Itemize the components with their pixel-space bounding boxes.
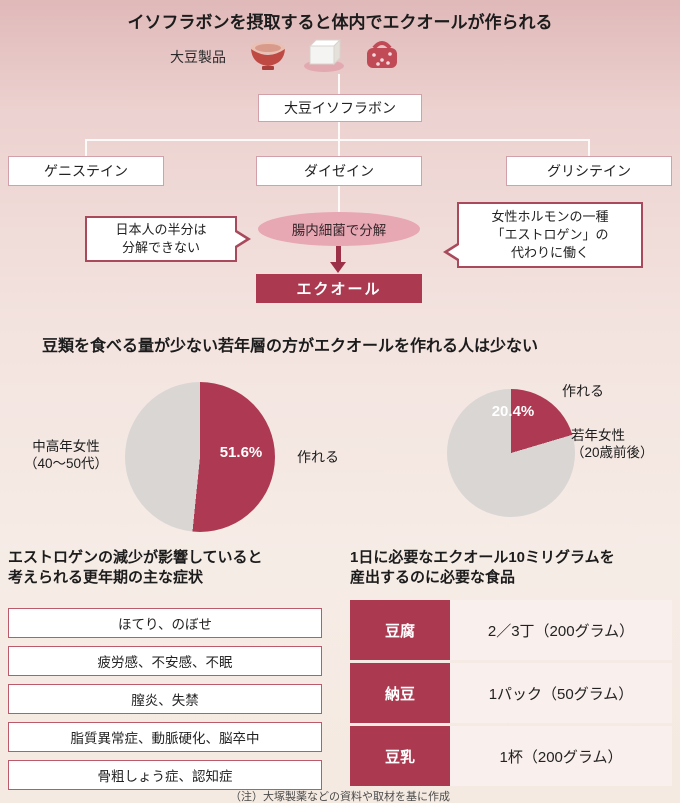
miso-soup-bowl-icon xyxy=(251,42,285,70)
pie-group-label: 若年女性 （20歳前後） xyxy=(571,427,677,461)
connector-line xyxy=(85,139,87,156)
food-amount-cell: 1杯（200グラム） xyxy=(450,726,672,786)
callout-half-japanese: 日本人の半分は 分解できない xyxy=(85,216,251,262)
callout-line: 日本人の半分は xyxy=(115,221,207,237)
food-name-cell: 豆腐 xyxy=(350,600,450,660)
symptom-item: 膣炎、失禁 xyxy=(8,684,322,714)
pie-chart-middle-aged xyxy=(125,382,275,532)
connector-line xyxy=(588,139,590,156)
tofu-icon xyxy=(304,38,344,72)
gut-bacteria-ellipse: 腸内細菌で分解 xyxy=(258,212,420,246)
food-name-cell: 納豆 xyxy=(350,663,450,723)
food-name-cell: 豆乳 xyxy=(350,726,450,786)
callout-line: 「エストロゲン」の xyxy=(491,226,609,242)
pie-group-label: 中高年女性 （40〜50代） xyxy=(10,438,122,472)
pie-group-label-line: （40〜50代） xyxy=(23,456,109,471)
callout-line: 女性ホルモンの一種 xyxy=(491,208,609,224)
food-table-row: 豆腐 2／3丁（200グラム） xyxy=(350,600,672,660)
pie-group-label-line: 中高年女性 xyxy=(32,439,100,454)
callout-pointer xyxy=(448,245,459,259)
food-table-row: 豆乳 1杯（200グラム） xyxy=(350,726,672,786)
pie-value-label: 20.4% xyxy=(491,403,535,420)
box-daidzein: ダイゼイン xyxy=(256,156,422,186)
pie-value-label: 51.6% xyxy=(219,444,263,461)
symptom-item: 骨粗しょう症、認知症 xyxy=(8,760,322,790)
connector-line xyxy=(338,74,340,94)
box-equol: エクオール xyxy=(256,274,422,303)
pie-section-title: 豆類を食べる量が少ない若年層の方がエクオールを作れる人は少ない xyxy=(42,338,539,355)
box-glycitein: グリシテイン xyxy=(506,156,672,186)
pie-group-label-line: 若年女性 xyxy=(571,428,625,443)
pie-group-label-line: （20歳前後） xyxy=(571,445,654,460)
callout-estrogen: 女性ホルモンの一種 「エストロゲン」の 代わりに働く xyxy=(443,202,643,268)
box-soy-isoflavone: 大豆イソフラボン xyxy=(258,94,422,122)
symptoms-title-line: 考えられる更年期の主な症状 xyxy=(8,569,204,586)
callout-line: 分解できない xyxy=(121,240,200,255)
foods-title-line: 産出するのに必要な食品 xyxy=(350,569,516,586)
foods-title: 1日に必要なエクオール10ミリグラムを 産出するのに必要な食品 xyxy=(350,548,676,588)
food-amount-cell: 1パック（50グラム） xyxy=(450,663,672,723)
food-table-row: 納豆 1パック（50グラム） xyxy=(350,663,672,723)
soy-products-label: 大豆製品 xyxy=(170,49,226,65)
pie-slice-label: 作れる xyxy=(297,449,339,465)
food-amount-cell: 2／3丁（200グラム） xyxy=(450,600,672,660)
source-note: （注）大塚製薬などの資料や取材を基に作成 xyxy=(230,791,450,803)
connector-line xyxy=(338,139,340,156)
down-arrow xyxy=(336,246,341,264)
symptom-item: ほてり、のぼせ xyxy=(8,608,322,638)
connector-line xyxy=(85,139,590,141)
pie-chart-young xyxy=(447,389,575,517)
box-genistein: ゲニステイン xyxy=(8,156,164,186)
pie-slice-label: 作れる xyxy=(562,383,604,399)
symptoms-title: エストロゲンの減少が影響していると 考えられる更年期の主な症状 xyxy=(8,548,338,588)
page-title: イソフラボンを摂取すると体内でエクオールが作られる xyxy=(127,13,553,32)
symptom-item: 脂質異常症、動脈硬化、脳卒中 xyxy=(8,722,322,752)
callout-pointer xyxy=(235,232,246,246)
symptoms-title-line: エストロゲンの減少が影響していると xyxy=(8,549,263,566)
down-arrow-head xyxy=(330,262,346,273)
connector-line xyxy=(338,186,340,214)
callout-line: 代わりに働く xyxy=(510,245,589,261)
connector-line xyxy=(338,122,340,140)
foods-title-line: 1日に必要なエクオール10ミリグラムを xyxy=(350,549,615,566)
symptom-item: 疲労感、不安感、不眠 xyxy=(8,646,322,676)
natto-pack-icon xyxy=(367,41,397,68)
